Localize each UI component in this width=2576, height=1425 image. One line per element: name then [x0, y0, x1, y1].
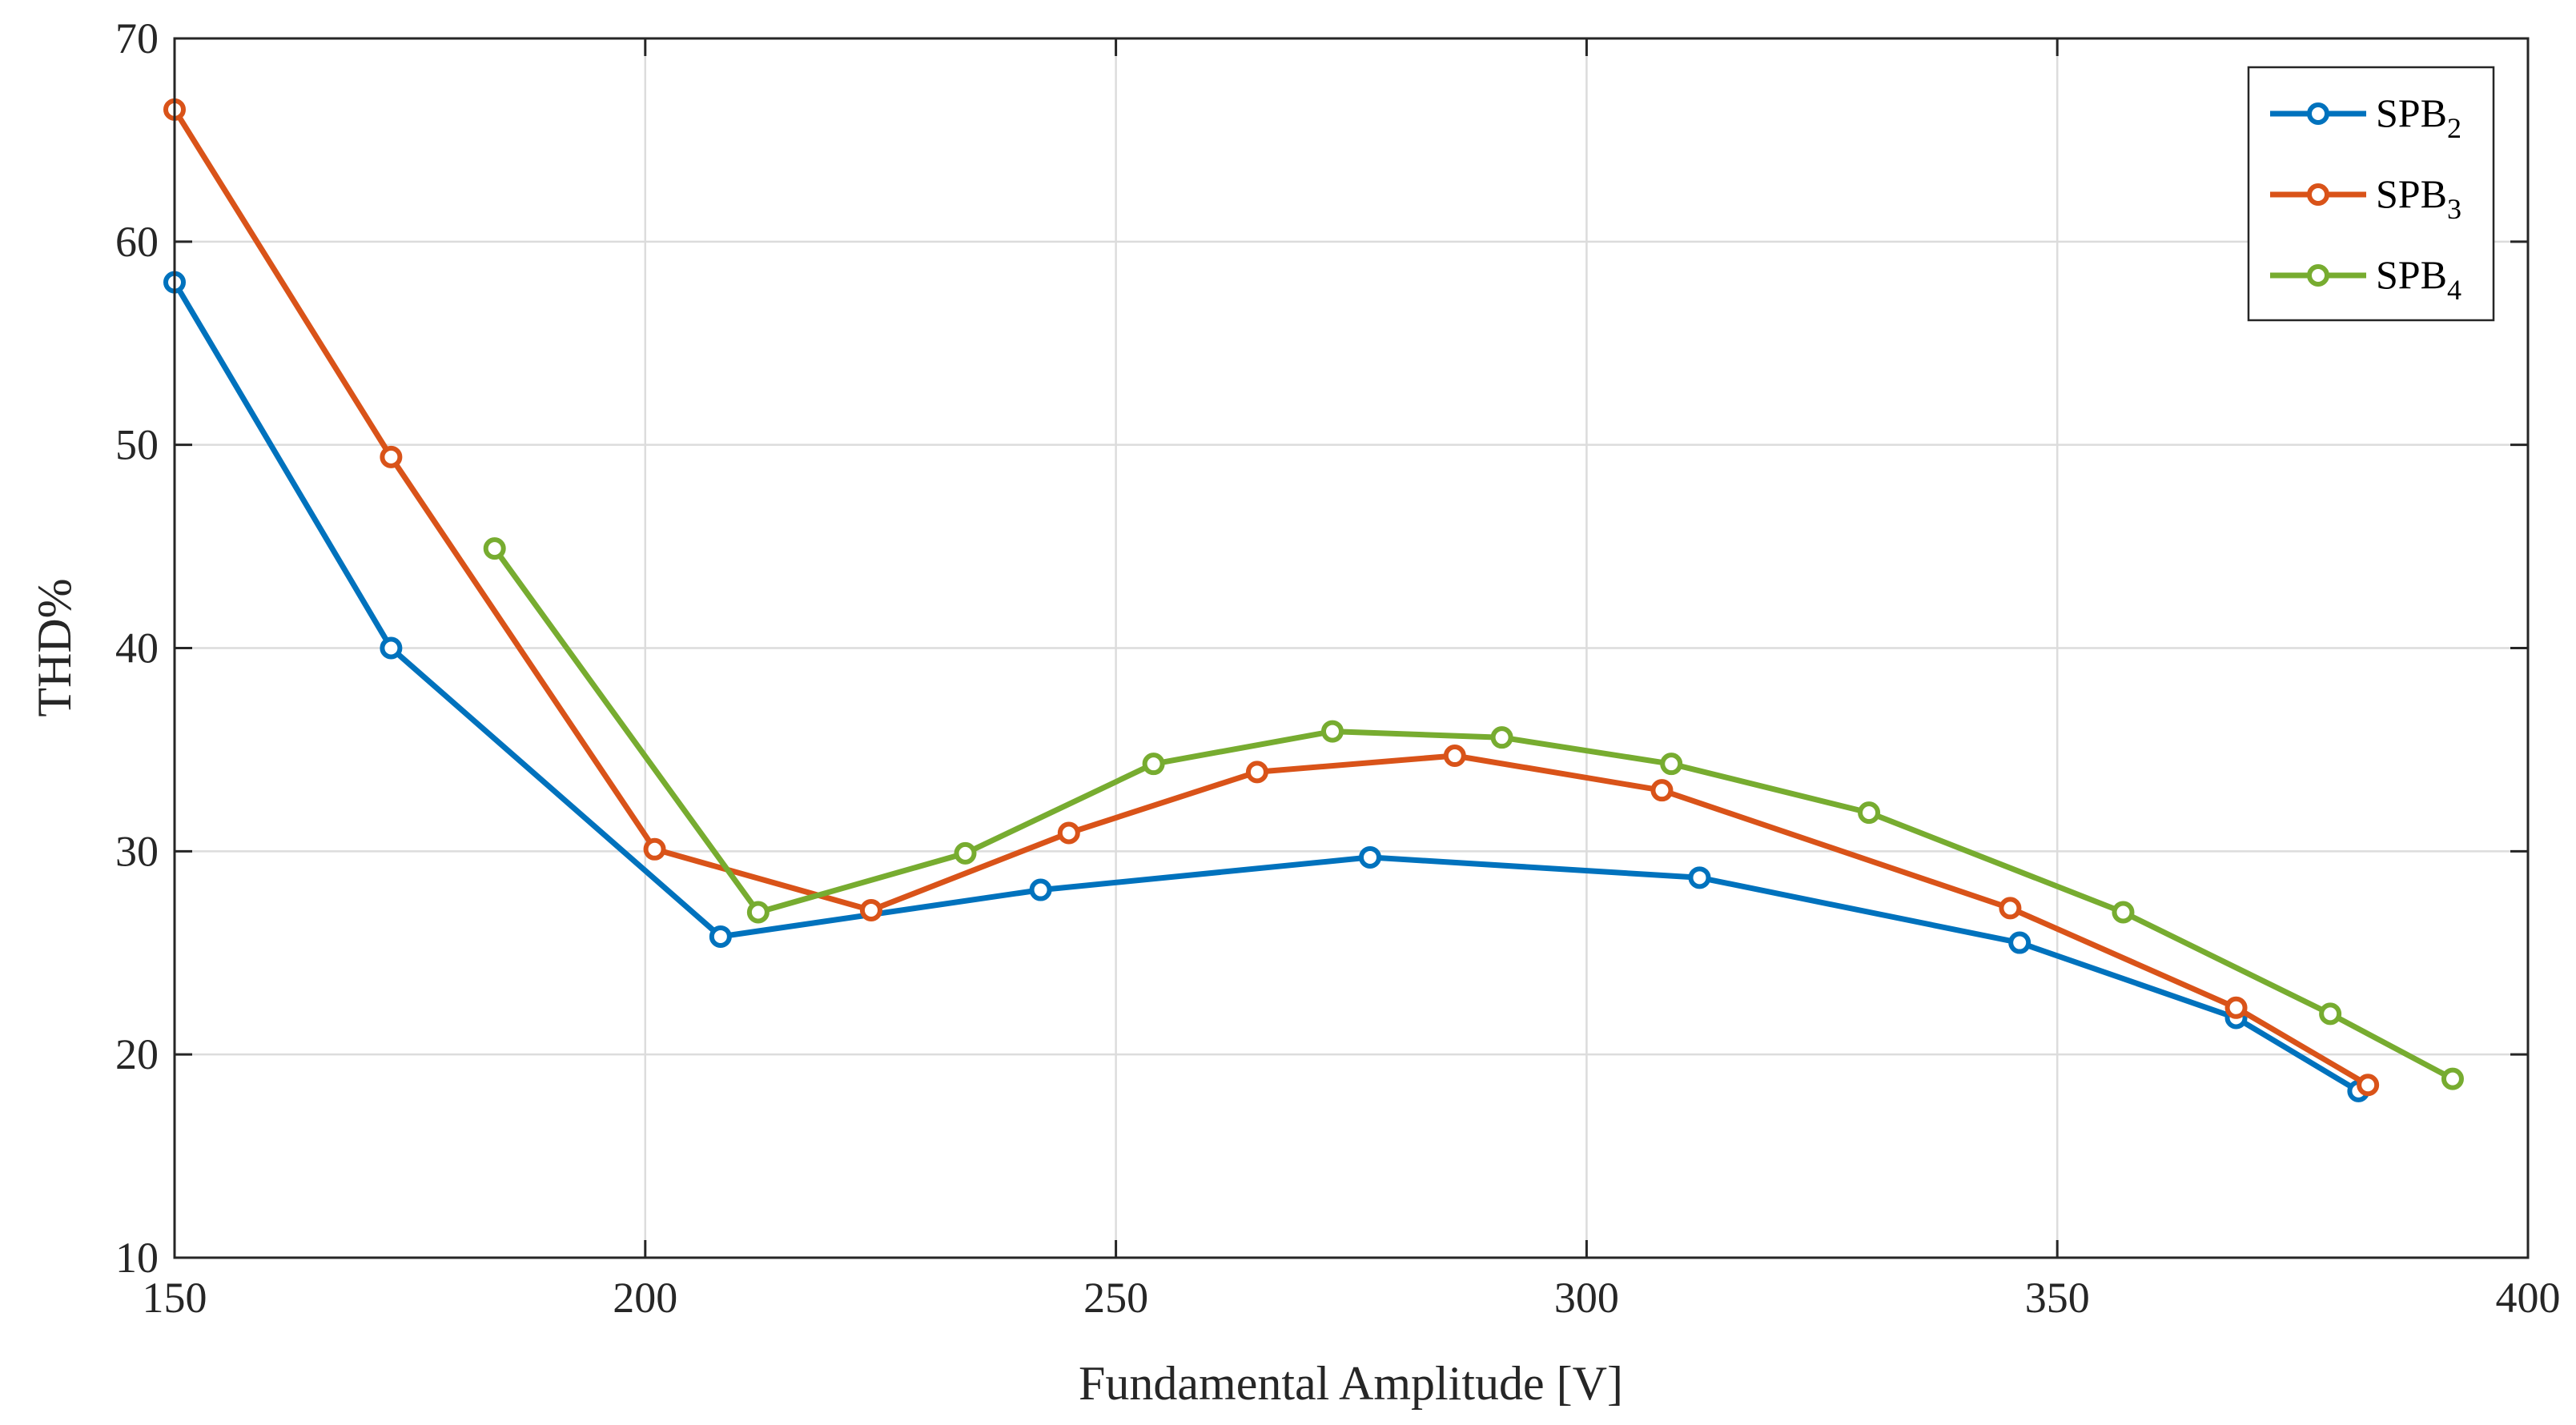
x-tick-label: 150 [143, 1274, 207, 1322]
y-tick-label: 10 [115, 1234, 159, 1282]
y-axis-label: THD% [28, 578, 81, 717]
grid-lines [175, 38, 2528, 1258]
data-point-spb3 [2224, 996, 2248, 1019]
legend-marker-spb3 [2307, 183, 2329, 206]
data-point-spb4 [1142, 753, 1165, 776]
plot-frame [173, 37, 2530, 1259]
data-point-spb4 [2441, 1067, 2464, 1090]
data-point-spb3 [1057, 821, 1080, 845]
legend-label-subscript: 2 [2447, 112, 2461, 144]
data-point-spb3 [380, 445, 403, 468]
legend-label-main: SPB [2376, 252, 2447, 297]
series-spb3 [163, 98, 2380, 1097]
data-point-spb2 [380, 636, 403, 660]
data-point-spb4 [2319, 1002, 2342, 1026]
legend-marker-spb4 [2307, 264, 2329, 287]
x-tick-label: 400 [2496, 1274, 2561, 1322]
data-point-spb2 [1359, 845, 1382, 869]
data-point-spb3 [1245, 761, 1268, 784]
data-point-spb3 [1999, 897, 2022, 920]
legend-label-spb3: SPB3 [2376, 171, 2461, 225]
legend-label-subscript: 3 [2447, 193, 2461, 225]
legend-label-main: SPB [2376, 90, 2447, 135]
y-tick-label: 20 [115, 1030, 159, 1078]
data-point-spb4 [1320, 720, 1344, 743]
data-point-spb3 [859, 898, 882, 921]
y-tick-label: 60 [115, 218, 159, 266]
legend-label-spb4: SPB4 [2376, 252, 2461, 306]
data-point-spb3 [2357, 1074, 2380, 1097]
y-tick-label: 40 [115, 624, 159, 672]
data-point-spb3 [1443, 745, 1466, 768]
y-tick-label: 30 [115, 827, 159, 875]
data-point-spb4 [746, 901, 770, 924]
data-point-spb3 [643, 837, 666, 861]
data-point-spb2 [1029, 878, 1052, 901]
data-point-spb4 [483, 537, 506, 560]
x-tick-label: 200 [613, 1274, 677, 1322]
data-point-spb4 [954, 841, 977, 865]
x-tick-label: 350 [2025, 1274, 2090, 1322]
data-point-spb4 [1490, 726, 1513, 749]
data-point-spb4 [2112, 901, 2135, 924]
data-point-spb4 [1660, 753, 1683, 776]
data-point-spb2 [2008, 931, 2031, 954]
legend-label-main: SPB [2376, 171, 2447, 216]
data-series [163, 98, 2464, 1102]
legend-label-subscript: 4 [2447, 274, 2461, 306]
y-tick-label: 50 [115, 421, 159, 469]
series-spb4 [483, 537, 2464, 1090]
x-tick-label: 250 [1083, 1274, 1148, 1322]
x-axis-label: Fundamental Amplitude [V] [1079, 1357, 1623, 1410]
legend-label-spb2: SPB2 [2376, 90, 2461, 144]
data-point-spb3 [1650, 779, 1674, 802]
tick-labels: 150 200 250 300 350 400 10 20 30 40 50 60 70 [115, 14, 2561, 1322]
data-point-spb2 [1688, 866, 1711, 889]
legend-marker-spb2 [2307, 102, 2329, 125]
data-point-spb4 [1858, 801, 1881, 825]
x-tick-label: 300 [1554, 1274, 1619, 1322]
data-point-spb2 [709, 925, 732, 948]
y-tick-label: 70 [115, 14, 159, 62]
